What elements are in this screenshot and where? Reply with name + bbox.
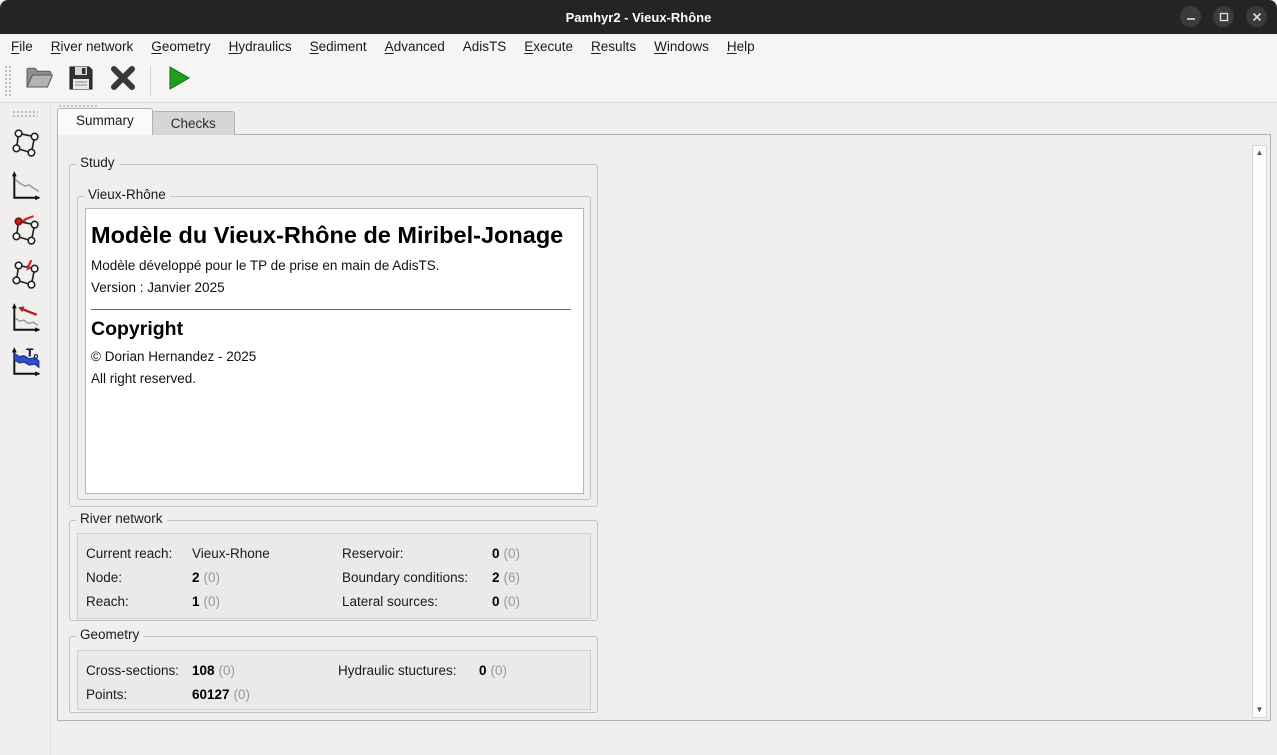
results-button[interactable] — [4, 300, 46, 340]
menu-results[interactable]: Results — [591, 39, 637, 54]
field-label: Node: — [86, 569, 123, 585]
field-label: Reach: — [86, 593, 129, 609]
study-group-label: Study — [76, 155, 119, 170]
tab-bar: Summary Checks — [57, 108, 235, 135]
field-value: 2 (0) — [192, 569, 221, 585]
menubar: File River network Geometry Hydraulics Sedim… — [0, 34, 1277, 59]
menu-advanced[interactable]: Advanced — [384, 39, 445, 54]
minimize-button[interactable] — [1180, 6, 1201, 27]
scroll-up-icon[interactable]: ▲ — [1255, 148, 1264, 157]
menu-hydraulics[interactable]: Hydraulics — [228, 39, 292, 54]
divider — [91, 309, 571, 310]
field-value: 0 (0) — [492, 545, 521, 561]
boundary-conditions-button[interactable] — [4, 212, 46, 252]
study-version: Version : Janvier 2025 — [91, 280, 225, 295]
copyright-rights: All right reserved. — [91, 371, 197, 386]
menu-geometry[interactable]: Geometry — [151, 39, 211, 54]
lateral-sources-icon — [9, 258, 41, 295]
geometry-group-label: Geometry — [76, 627, 144, 642]
menu-sediment[interactable]: Sediment — [309, 39, 367, 54]
field-label: Reservoir: — [342, 545, 404, 561]
close-study-icon — [107, 62, 139, 99]
menu-execute[interactable]: Execute — [524, 39, 574, 54]
menu-windows[interactable]: Windows — [654, 39, 709, 54]
maximize-button[interactable] — [1213, 6, 1234, 27]
geometry-profile-button[interactable] — [4, 168, 46, 208]
field-label: Cross-sections: — [86, 662, 180, 678]
field-value: Vieux-Rhone — [192, 545, 270, 561]
close-button[interactable] — [1246, 6, 1267, 27]
tab-content-frame: Study Vieux-Rhône Modèle du Vieux-Rhône … — [57, 134, 1271, 721]
titlebar[interactable]: Pamhyr2 - Vieux-Rhône — [0, 0, 1277, 34]
river-network-button[interactable] — [4, 124, 46, 164]
geometry-stats: Cross-sections: 108 (0) Points: 60127 (0) Hyd… — [77, 650, 591, 710]
field-label: Points: — [86, 686, 128, 702]
toolbar-drag-handle[interactable] — [4, 64, 12, 97]
open-folder-button[interactable] — [21, 63, 57, 99]
vertical-scrollbar[interactable]: ▲ ▼ — [1252, 145, 1267, 718]
river-network-stats: Current reach: Vieux-Rhone Node: 2 (0) Reach:… — [77, 533, 591, 619]
toolbar-separator — [150, 65, 151, 96]
geometry-profile-icon — [9, 170, 41, 207]
field-value: 60127 (0) — [192, 686, 251, 702]
field-label: Hydraulic stuctures: — [338, 662, 457, 678]
study-description-view: Modèle du Vieux-Rhône de Miribel-Jonage … — [85, 208, 584, 494]
geometry-groupbox: Geometry Cross-sections: 108 (0) Points: 601… — [69, 627, 598, 713]
study-description: Modèle développé pour le TP de prise en … — [91, 258, 440, 273]
menu-river-network[interactable]: River network — [50, 39, 134, 54]
river-network-group-label: River network — [76, 511, 167, 526]
field-value: 0 (0) — [492, 593, 521, 609]
open-folder-icon — [23, 62, 55, 99]
svg-text:T: T — [26, 346, 34, 359]
menu-adists[interactable]: AdisTS — [462, 39, 507, 54]
field-value: 108 (0) — [192, 662, 236, 678]
menu-help[interactable]: Help — [726, 39, 755, 54]
field-value: 0 (0) — [479, 662, 508, 678]
copyright-title: Copyright — [91, 318, 184, 340]
field-label: Boundary conditions: — [342, 569, 469, 585]
window-controls — [1180, 6, 1267, 27]
run-button[interactable] — [160, 63, 196, 99]
main-toolbar — [0, 59, 1277, 103]
lateral-sources-button[interactable] — [4, 256, 46, 296]
field-value: 2 (6) — [492, 569, 521, 585]
study-groupbox: Study Vieux-Rhône Modèle du Vieux-Rhône … — [69, 155, 598, 507]
tab-checks[interactable]: Checks — [151, 111, 235, 135]
tab-summary[interactable]: Summary — [57, 108, 153, 135]
river-network-icon — [9, 126, 41, 163]
field-label: Current reach: — [86, 545, 173, 561]
study-name-groupbox: Vieux-Rhône Modèle du Vieux-Rhône de Mir… — [77, 187, 591, 500]
study-name-label: Vieux-Rhône — [84, 187, 170, 202]
run-icon — [162, 62, 194, 99]
copyright-author: © Dorian Hernandez - 2025 — [91, 349, 257, 364]
study-title: Modèle du Vieux-Rhône de Miribel-Jonage — [91, 222, 564, 248]
dock-drag-handle[interactable] — [12, 110, 38, 118]
menu-file[interactable]: File — [11, 39, 33, 54]
window-title: Pamhyr2 - Vieux-Rhône — [565, 9, 712, 25]
svg-text:0: 0 — [34, 352, 39, 360]
boundary-conditions-icon — [9, 214, 41, 251]
field-value: 1 (0) — [192, 593, 221, 609]
scroll-down-icon[interactable]: ▼ — [1255, 705, 1264, 714]
save-button[interactable] — [63, 63, 99, 99]
field-label: Lateral sources: — [342, 593, 439, 609]
river-network-groupbox: River network Current reach: Vieux-Rhone N… — [69, 511, 598, 621]
save-icon — [65, 62, 97, 99]
results-icon — [9, 302, 41, 339]
close-study-button[interactable] — [105, 63, 141, 99]
